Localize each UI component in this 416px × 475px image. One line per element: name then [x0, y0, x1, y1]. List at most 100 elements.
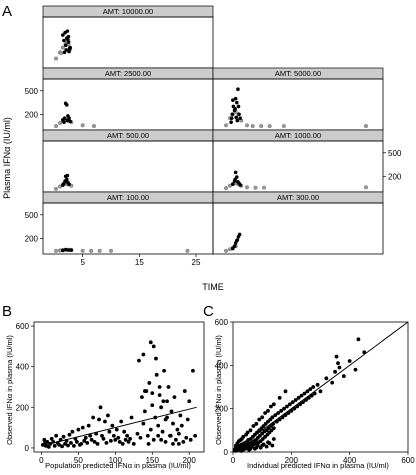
data-point [89, 437, 94, 442]
y-tick-label: 0 [25, 444, 30, 453]
panel-b-plot: 0 50 100 150 200 0 200 400 600 [16, 321, 205, 465]
data-point [347, 359, 352, 363]
data-point [69, 440, 73, 445]
data-point [151, 437, 156, 442]
data-point [279, 408, 284, 413]
data-point [311, 385, 316, 389]
x-tick-label: 200 [183, 456, 197, 465]
data-point [234, 443, 238, 448]
data-point [46, 445, 51, 449]
data-point [257, 417, 262, 422]
data-point [45, 439, 50, 444]
data-point [146, 441, 151, 446]
observed-point [234, 115, 239, 120]
data-point [108, 438, 113, 443]
data-point [91, 415, 96, 420]
data-point [337, 365, 342, 370]
data-point [161, 399, 166, 404]
data-point [171, 441, 175, 446]
y-tick-label: 500 [25, 87, 39, 96]
data-point [169, 409, 174, 414]
x-tick-label: 150 [146, 456, 160, 465]
observed-point [68, 119, 72, 124]
data-point [122, 429, 127, 434]
data-point [147, 381, 152, 385]
data-point [334, 354, 339, 359]
data-point [114, 427, 119, 432]
observed-point [231, 98, 235, 102]
observed-point [66, 34, 71, 39]
observed-point [229, 116, 234, 121]
panel-b-xlabel: Population predicted IFNα in plasma (IU/… [45, 461, 191, 470]
data-point [163, 439, 168, 444]
predicted-point [91, 124, 96, 129]
panel-c-xlabel: Individual predicted IFNα in plasma (IU/… [247, 461, 389, 470]
data-point [159, 405, 164, 410]
observed-point [66, 248, 71, 252]
data-point [98, 405, 103, 410]
data-point [185, 417, 190, 422]
facet-0-0: AMT: 10000.00 [42, 5, 214, 69]
predicted-point [80, 248, 85, 253]
observed-point [63, 43, 68, 48]
x-tick-label: 100 [109, 456, 123, 465]
panel-label-a: A [2, 3, 12, 20]
data-point [287, 402, 292, 407]
observed-point [68, 45, 72, 50]
data-point [140, 395, 144, 400]
data-point [154, 356, 158, 361]
x-tick-label: 200 [285, 456, 299, 465]
observed-point [236, 87, 240, 91]
y-tick-label: 500 [25, 211, 39, 220]
y-tick-label: 0 [224, 448, 229, 457]
data-point [277, 395, 282, 400]
panel-c: Observed IFNα in plasma (IU/ml) Individu… [214, 318, 415, 470]
data-point [305, 389, 310, 394]
data-point [107, 429, 112, 434]
data-point [270, 415, 275, 420]
data-point [263, 411, 267, 415]
predicted-point [267, 124, 272, 129]
data-point [157, 393, 162, 398]
facet-strip-label: AMT: 10000.00 [103, 7, 153, 16]
data-point [270, 443, 275, 448]
data-point [131, 441, 136, 446]
observed-point [65, 103, 69, 107]
data-point [76, 427, 81, 432]
y-tick-label: 200 [16, 403, 30, 412]
predicted-point [224, 123, 229, 128]
facet-2-1: AMT: 1000.00 [212, 129, 384, 193]
data-point [168, 433, 173, 438]
observed-point [65, 173, 70, 178]
facet-strip-label: AMT: 300.00 [277, 193, 319, 202]
data-point [250, 444, 254, 449]
predicted-point [244, 185, 249, 190]
y-tick-label: 200 [25, 234, 39, 243]
panel-a: Plasma IFNα (IU/ml) TIME AMT: 10000.00AM… [2, 5, 402, 292]
data-point [111, 433, 116, 438]
data-point [150, 403, 155, 408]
data-point [141, 421, 146, 426]
data-point [157, 385, 162, 389]
predicted-point [60, 45, 65, 50]
data-point [126, 439, 131, 444]
observed-point [236, 104, 241, 109]
observed-point [65, 118, 70, 123]
data-point [142, 389, 147, 393]
y-tick-label: 600 [215, 318, 229, 327]
data-point [70, 429, 75, 434]
observed-point [67, 182, 71, 186]
data-point [160, 429, 165, 434]
data-point [150, 391, 155, 395]
observed-point [237, 232, 242, 237]
facet-frame [212, 78, 384, 131]
data-point [141, 352, 146, 357]
observed-point [235, 100, 239, 105]
data-point [148, 427, 153, 432]
x-tick-label: 5 [80, 258, 85, 267]
data-point [285, 404, 289, 409]
data-point [159, 437, 164, 442]
data-point [82, 438, 87, 443]
data-point [258, 445, 263, 450]
